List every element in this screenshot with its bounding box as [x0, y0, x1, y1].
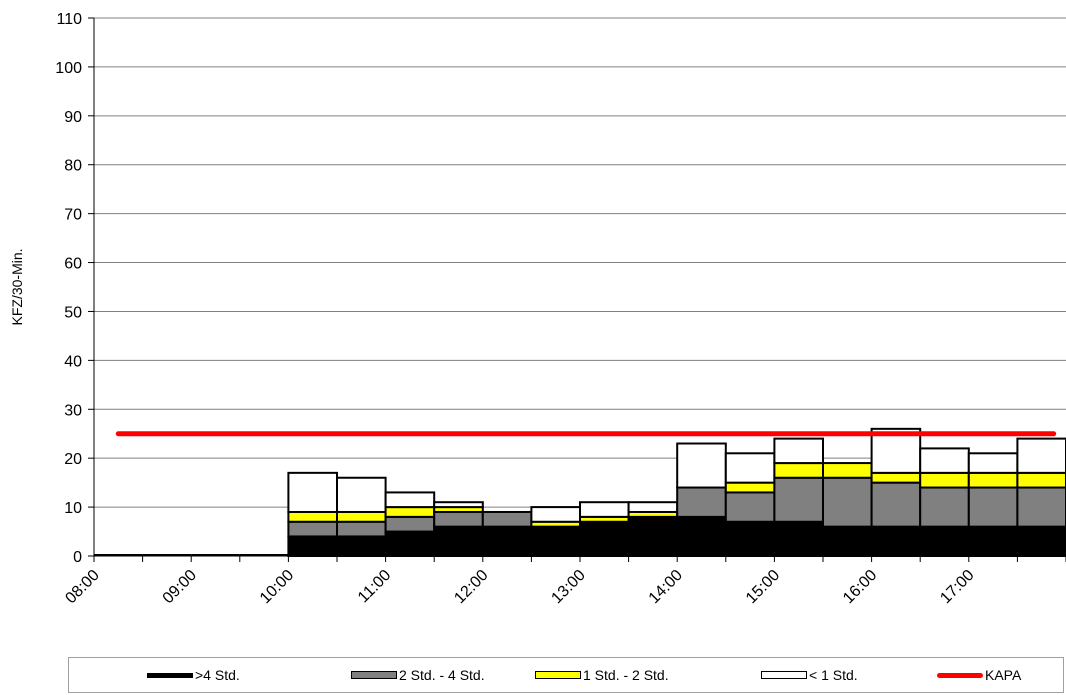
- y-tick-label: 30: [64, 402, 82, 419]
- bar-segment-1: [481, 510, 533, 528]
- x-tick-label: 13:00: [548, 567, 588, 607]
- legend-item-kapa: KAPA: [937, 667, 1021, 683]
- y-tick-label: 10: [64, 500, 82, 517]
- bar-segment-3: [336, 476, 387, 513]
- bar-segment-1: [384, 515, 436, 533]
- y-tick-label: 60: [64, 256, 82, 273]
- legend-item-1to2: 1 Std. - 2 Std.: [535, 667, 669, 683]
- bar-segment-0: [919, 525, 970, 557]
- legend-swatch-gt4: [147, 672, 193, 678]
- x-tick-label: 10:00: [257, 567, 297, 607]
- legend-label-1to2: 1 Std. - 2 Std.: [583, 667, 669, 683]
- legend-swatch-lt1: [761, 671, 807, 679]
- legend: >4 Std. 2 Std. - 4 Std. 1 Std. - 2 Std. …: [68, 657, 1064, 693]
- bar-segment-3: [773, 437, 825, 465]
- x-tick-label: 11:00: [355, 567, 395, 607]
- bar-segment-1: [773, 476, 825, 523]
- bar-segment-0: [579, 520, 630, 557]
- bar-segment-3: [676, 442, 727, 489]
- legend-label-lt1: < 1 Std.: [809, 667, 858, 683]
- bar-segment-2: [1016, 471, 1066, 489]
- legend-swatch-2to4: [351, 671, 397, 679]
- y-tick-label: 110: [56, 11, 82, 28]
- bar-segment-2: [967, 471, 1019, 489]
- y-tick-label: 40: [64, 353, 82, 370]
- bar-segment-2: [870, 471, 922, 484]
- bar-segment-3: [967, 452, 1019, 474]
- bar-segment-0: [384, 530, 436, 558]
- bar-segment-3: [919, 447, 970, 474]
- bar-segment-0: [287, 535, 338, 557]
- bar-segment-3: [287, 471, 338, 513]
- bar-segment-2: [336, 510, 387, 523]
- y-tick-label: 70: [64, 207, 82, 224]
- bar-segment-0: [773, 520, 825, 557]
- x-tick-label: 15:00: [743, 567, 783, 607]
- legend-label-gt4: >4 Std.: [195, 667, 240, 683]
- bar-segment-2: [287, 510, 338, 523]
- bar-segment-1: [336, 520, 387, 538]
- x-tick-label: 16:00: [840, 567, 880, 607]
- x-tick-label: 09:00: [160, 567, 200, 607]
- bar-segment-1: [870, 481, 922, 528]
- bar-segment-1: [967, 486, 1019, 528]
- y-axis-label: KFZ/30-Min.: [9, 248, 25, 325]
- legend-item-2to4: 2 Std. - 4 Std.: [351, 667, 485, 683]
- y-tick-label: 80: [64, 158, 82, 175]
- y-tick-label: 50: [64, 304, 82, 321]
- bar-segment-2: [724, 481, 776, 494]
- y-tick-label: 20: [64, 451, 82, 468]
- bar-segment-0: [530, 525, 582, 557]
- x-tick-label: 14:00: [646, 567, 686, 607]
- bars: [94, 427, 1066, 558]
- bar-segment-3: [724, 452, 776, 484]
- bar-segment-1: [822, 476, 873, 528]
- legend-item-gt4: >4 Std.: [147, 667, 240, 683]
- legend-item-lt1: < 1 Std.: [761, 667, 858, 683]
- bar-segment-1: [919, 486, 970, 528]
- bar-segment-0: [822, 525, 873, 557]
- bar-segment-2: [822, 462, 873, 479]
- legend-swatch-1to2: [535, 671, 581, 679]
- bar-segment-2: [384, 506, 436, 518]
- y-tick-label: 0: [73, 549, 82, 566]
- bar-segment-1: [724, 491, 776, 523]
- bar-segment-3: [384, 491, 436, 509]
- x-tick-label: 17:00: [937, 567, 977, 607]
- bar-segment-2: [919, 471, 970, 489]
- bar-segment-1: [433, 510, 484, 528]
- y-tick-label: 90: [64, 109, 82, 126]
- y-tick-label: 100: [55, 60, 82, 77]
- bar-segment-0: [870, 525, 922, 557]
- bar-segment-1: [287, 520, 338, 538]
- bar-segment-0: [433, 525, 484, 557]
- bar-segment-1: [676, 486, 727, 518]
- bar-segment-0: [676, 515, 727, 558]
- bar-segment-3: [530, 506, 582, 523]
- x-tick-label: 12:00: [451, 567, 491, 607]
- bar-segment-0: [336, 535, 387, 557]
- x-tick-label: 08:00: [62, 567, 102, 607]
- bar-segment-1: [1016, 486, 1066, 528]
- bar-segment-0: [481, 525, 533, 557]
- bar-segment-2: [773, 462, 825, 479]
- bar-segment-3: [433, 501, 484, 509]
- legend-label-kapa: KAPA: [985, 667, 1022, 683]
- bar-segment-0: [724, 520, 776, 557]
- bar-segment-0: [1016, 525, 1066, 557]
- bar-segment-0: [967, 525, 1019, 557]
- gridlines: [94, 17, 1066, 508]
- chart: 0 10 20 30 40 50 60 70 80 90 100 110 08:00 09:00 10:00…: [9, 11, 1066, 607]
- bar-segment-3: [627, 501, 679, 513]
- legend-label-2to4: 2 Std. - 4 Std.: [399, 667, 485, 683]
- bar-segment-0: [627, 515, 679, 558]
- legend-swatch-kapa: [937, 672, 983, 678]
- bar-segment-3: [1016, 437, 1066, 474]
- bar-segment-3: [579, 501, 630, 518]
